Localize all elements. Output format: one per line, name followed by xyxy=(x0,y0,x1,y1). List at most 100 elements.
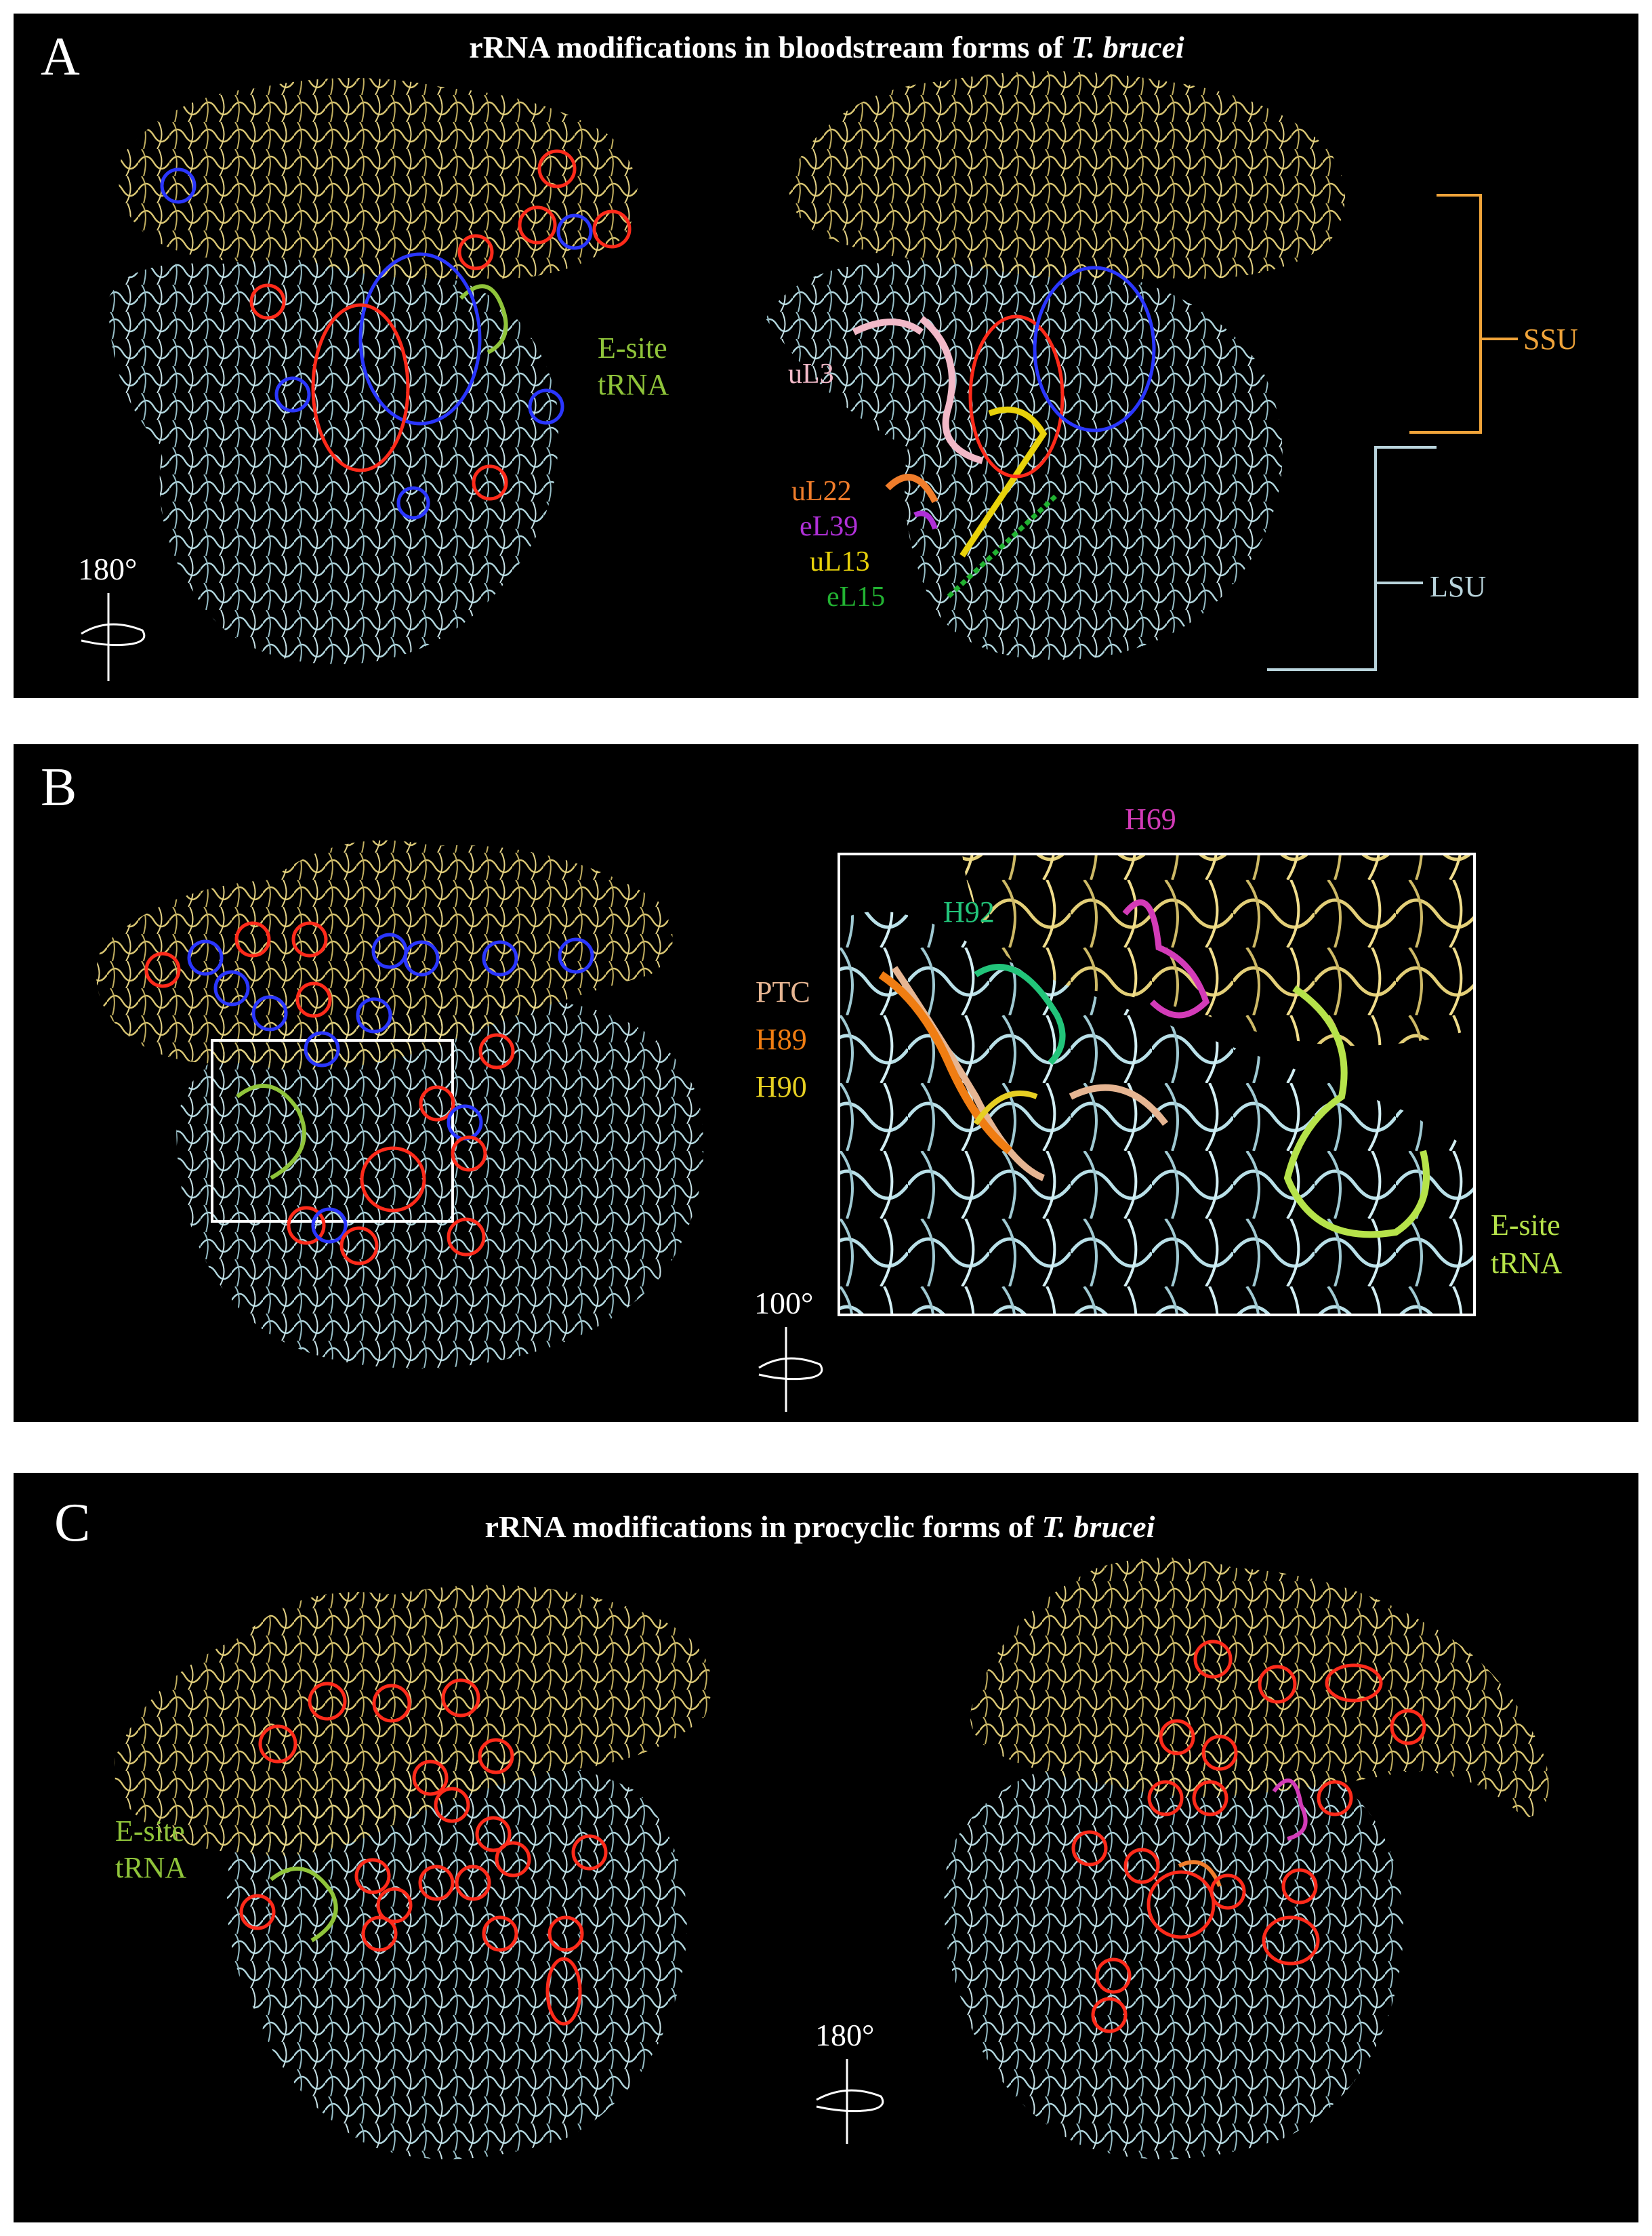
marker-red xyxy=(1193,1640,1233,1679)
lsu-rna-left xyxy=(108,260,558,664)
marker-red xyxy=(1192,1780,1228,1816)
marker-red-large xyxy=(311,303,410,472)
marker-red xyxy=(372,1684,411,1723)
ribosome-left-c xyxy=(114,1585,712,2159)
modification-markers-b xyxy=(144,921,594,1265)
inset-h69 xyxy=(1122,899,1210,1019)
marker-red xyxy=(1281,1868,1318,1905)
marker-blue xyxy=(356,997,392,1034)
marker-red xyxy=(1262,1915,1320,1966)
protein-el15 xyxy=(947,493,1059,598)
marker-red xyxy=(234,921,271,958)
protein-label-el39: eL39 xyxy=(800,511,858,542)
e-site-trna-left xyxy=(459,284,508,354)
marker-blue xyxy=(396,486,430,520)
marker-blue xyxy=(558,937,594,974)
inset-h92 xyxy=(974,964,1066,1065)
inset-ssu-rna xyxy=(962,854,1474,1046)
e-site-trna-label-b-line2: tRNA xyxy=(1491,1246,1562,1280)
marker-blue xyxy=(403,940,440,977)
marker-red xyxy=(419,1085,455,1122)
rotation-label-c: 180° xyxy=(815,2018,874,2052)
marker-red xyxy=(571,1834,608,1871)
marker-blue xyxy=(311,1207,348,1244)
protein-ul13 xyxy=(959,406,1048,558)
marker-red xyxy=(361,1915,398,1952)
modification-markers-left-a xyxy=(160,149,632,520)
h69-label: H69 xyxy=(1125,802,1176,836)
marker-blue xyxy=(187,939,224,976)
marker-red xyxy=(308,1682,347,1721)
marker-red xyxy=(434,1787,470,1823)
marker-red xyxy=(447,1217,486,1257)
lsu-bracket xyxy=(1267,446,1437,671)
marker-red xyxy=(249,283,286,320)
marker-red xyxy=(1325,1663,1383,1703)
marker-red xyxy=(1071,1830,1108,1867)
panel-letter-b: B xyxy=(41,758,77,817)
marker-red xyxy=(545,1957,582,2026)
marker-red xyxy=(354,1858,391,1894)
ribosome-left-a xyxy=(108,78,638,664)
marker-red xyxy=(548,1915,584,1952)
marker-blue xyxy=(160,167,197,204)
protein-el39 xyxy=(913,510,938,530)
lsu-rna-b xyxy=(176,1002,704,1368)
h92-label: H92 xyxy=(943,895,995,929)
marker-red xyxy=(1123,1848,1160,1884)
marker-blue xyxy=(482,940,518,977)
marker-red xyxy=(478,1033,515,1070)
inset-h89 xyxy=(878,971,1012,1154)
marker-red xyxy=(360,1146,426,1213)
rotation-icon-b xyxy=(758,1327,823,1412)
panel-b: B xyxy=(14,744,1638,1422)
marker-red xyxy=(455,1865,491,1901)
marker-red xyxy=(495,1841,531,1877)
ribosome-right-c xyxy=(944,1558,1549,2159)
h89-label: H89 xyxy=(756,1023,807,1056)
marker-blue xyxy=(528,388,564,425)
marker-red xyxy=(1095,1957,1132,1994)
marker-red xyxy=(258,1724,297,1764)
h90-label: H90 xyxy=(756,1070,807,1103)
marker-blue-large xyxy=(1033,266,1156,432)
marker-red xyxy=(1258,1665,1297,1704)
marker-red xyxy=(239,1894,276,1930)
protein-ul3 xyxy=(852,316,984,464)
ssu-rna-left xyxy=(119,78,638,279)
rotation-label-b: 100° xyxy=(754,1286,813,1320)
panel-c-title: rRNA modifications in procyclic forms of… xyxy=(485,1509,1155,1544)
protein-label-el15: eL15 xyxy=(827,582,885,613)
marker-blue xyxy=(213,970,250,1007)
e-site-trna-left-c xyxy=(270,1867,338,1943)
ssu-rna-left-c xyxy=(114,1585,712,1856)
rotation-icon-c xyxy=(816,2059,884,2144)
modification-markers-left-c xyxy=(239,1678,608,2026)
zoom-inset xyxy=(838,853,1476,1316)
modification-markers-right-a xyxy=(968,266,1156,479)
marker-blue xyxy=(251,995,288,1032)
marker-red xyxy=(376,1887,413,1924)
marker-red xyxy=(1210,1873,1246,1910)
marker-red xyxy=(482,1915,518,1952)
lsu-label: LSU xyxy=(1430,570,1486,603)
marker-red xyxy=(418,1865,455,1901)
panel-a: A rRNA modifications in bloodstream form… xyxy=(14,14,1638,698)
e-site-trna-label-a-line2: tRNA xyxy=(598,368,669,401)
marker-red xyxy=(1091,1997,1128,2033)
panel-letter-a: A xyxy=(41,27,80,87)
ssu-bracket xyxy=(1409,194,1518,434)
inset-h69-c xyxy=(1272,1778,1308,1841)
inset-e-site-trna xyxy=(1283,985,1430,1238)
lsu-rna-left-c xyxy=(227,1758,687,2159)
ssu-label: SSU xyxy=(1523,323,1578,356)
marker-red xyxy=(295,981,332,1018)
marker-red xyxy=(1159,1719,1195,1755)
marker-red xyxy=(475,1816,512,1852)
marker-red xyxy=(537,149,577,188)
protein-label-ul22: uL22 xyxy=(791,476,852,507)
protein-ul22 xyxy=(885,474,938,504)
marker-red xyxy=(1147,1780,1184,1816)
marker-red xyxy=(1201,1734,1238,1771)
marker-red xyxy=(518,205,557,245)
